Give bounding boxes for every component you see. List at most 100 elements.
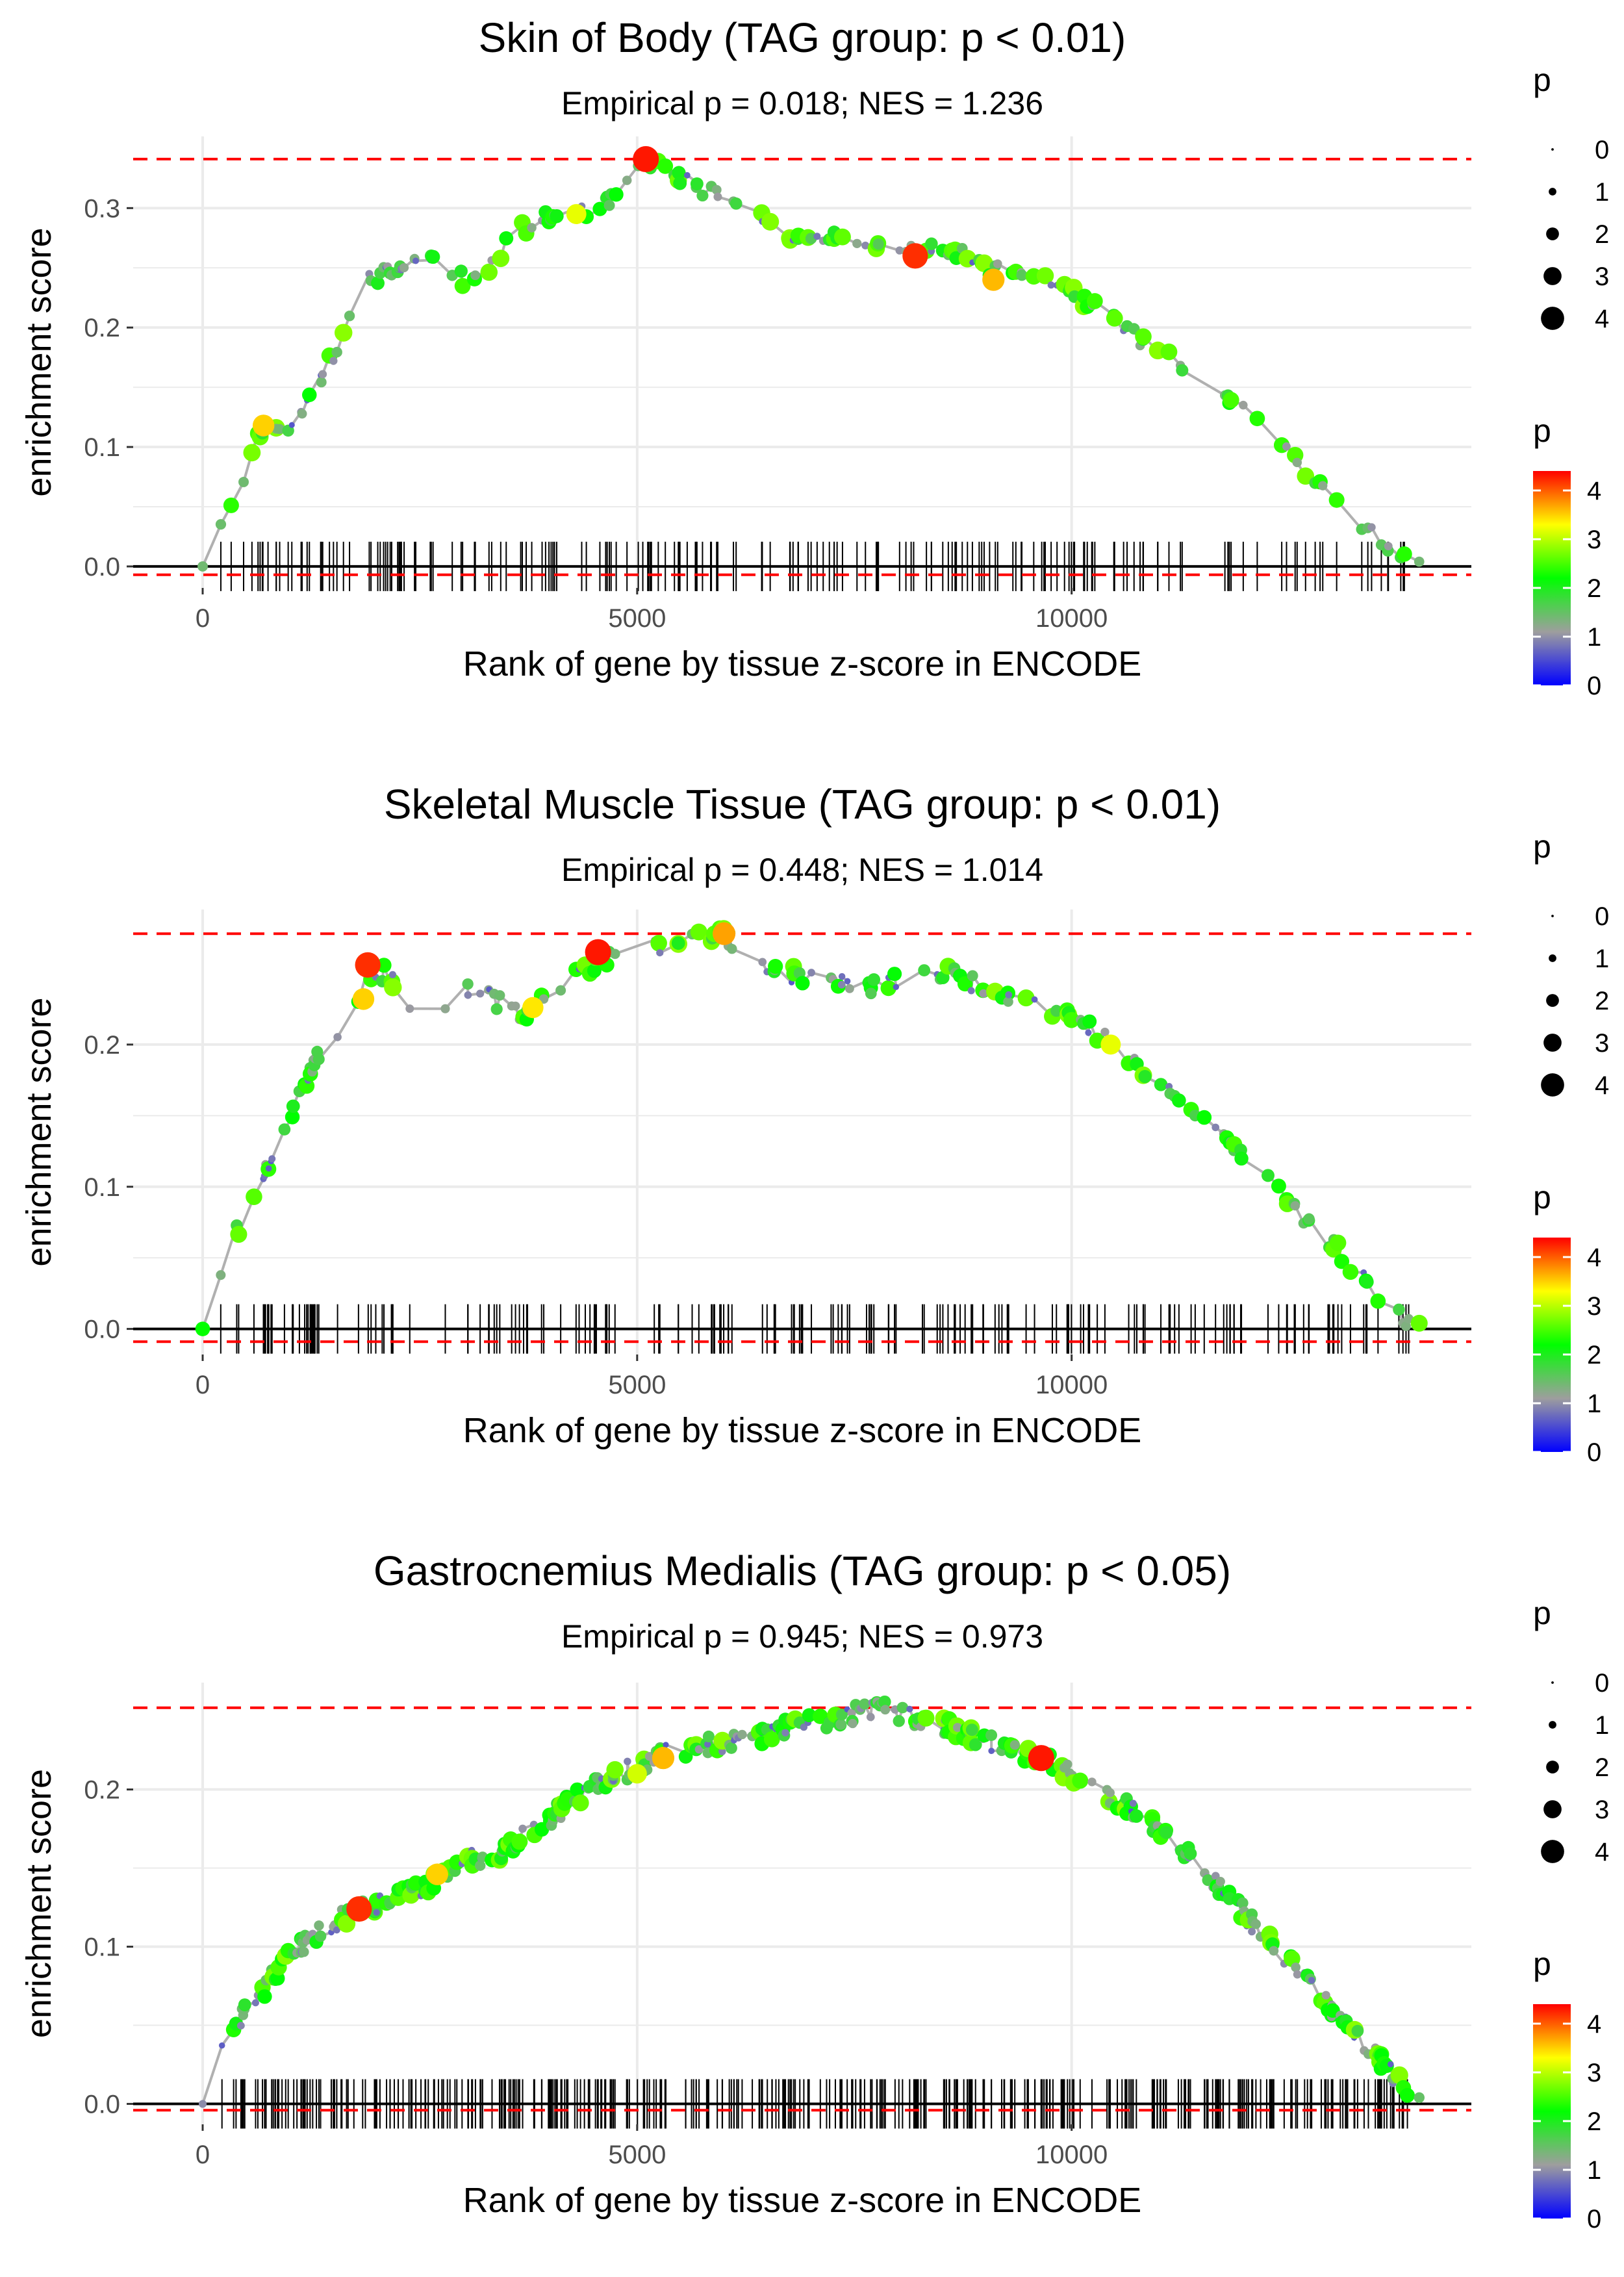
es-point: [480, 263, 498, 281]
es-point: [880, 1705, 891, 1715]
es-point: [1050, 1004, 1063, 1017]
es-point: [1184, 1847, 1197, 1861]
es-point: [1063, 1011, 1080, 1028]
es-point: [763, 1731, 780, 1748]
y-tick-label: 0.1: [84, 1933, 120, 1962]
axes: 0 5000 10000 0.0 0.1 0.2 Rank of gene by tissu…: [19, 997, 1141, 1450]
es-point: [215, 519, 227, 530]
color-legend: p 4 3 2 1 0: [1533, 1946, 1601, 2233]
x-tick-label: 10000: [1035, 604, 1108, 633]
y-tick-label: 0.0: [84, 2091, 120, 2119]
es-point: [278, 1123, 291, 1136]
es-point: [650, 935, 667, 952]
es-point: [1129, 1800, 1137, 1807]
running-es-line: [201, 152, 1420, 567]
size-legend-key: [1546, 227, 1559, 240]
size-legend-key: [1551, 1681, 1554, 1684]
grid: [133, 1683, 1471, 2124]
es-point: [969, 1738, 982, 1751]
es-point: [925, 237, 938, 250]
es-point: [795, 976, 810, 991]
colorbar-label: 4: [1587, 1243, 1601, 1272]
es-point: [518, 1824, 527, 1833]
es-point: [1262, 1169, 1275, 1182]
es-point-highlight: [652, 1747, 675, 1770]
es-point: [302, 387, 317, 403]
colorbar: [1533, 1238, 1571, 1452]
es-point: [454, 264, 468, 278]
size-legend-label: 3: [1595, 262, 1609, 291]
es-point: [918, 964, 931, 976]
color-legend-title: p: [1533, 1179, 1551, 1215]
es-point: [297, 409, 307, 419]
es-point: [1237, 1897, 1249, 1909]
size-legend-key: [1546, 994, 1559, 1007]
y-tick-label: 0.2: [84, 1776, 120, 1805]
es-point: [768, 958, 783, 974]
es-point: [835, 1709, 848, 1721]
x-axis-label: Rank of gene by tissue z-score in ENCODE: [463, 2181, 1141, 2220]
es-point: [690, 923, 707, 941]
es-point: [1100, 1027, 1110, 1037]
es-point: [1085, 1029, 1092, 1036]
es-point: [246, 1188, 262, 1205]
size-legend-title: p: [1533, 828, 1551, 865]
es-point: [331, 346, 342, 358]
size-legend-key: [1541, 1073, 1564, 1097]
es-points: [197, 146, 1425, 572]
es-point: [1017, 989, 1035, 1007]
es-point: [861, 241, 870, 249]
es-point: [838, 973, 846, 980]
es-point: [730, 197, 742, 210]
es-point: [238, 1998, 251, 2011]
es-point: [1293, 1970, 1302, 1979]
colorbar-label: 3: [1587, 2059, 1601, 2087]
es-point: [835, 1719, 846, 1730]
es-point: [251, 1999, 259, 2007]
es-point: [1062, 1759, 1072, 1770]
es-point: [957, 976, 973, 992]
es-point: [1223, 392, 1239, 409]
es-point: [1367, 523, 1376, 531]
es-point: [285, 1110, 300, 1125]
es-point: [967, 970, 978, 982]
es-point: [527, 223, 537, 233]
colorbar-label: 4: [1587, 477, 1601, 505]
size-legend-key: [1541, 1840, 1564, 1863]
size-legend: p 0 1 2 3 4: [1533, 1595, 1609, 1866]
es-point: [195, 1321, 210, 1336]
es-point: [622, 175, 632, 185]
es-point: [880, 980, 896, 997]
es-point: [878, 1695, 891, 1709]
es-point: [344, 311, 355, 322]
es-point: [216, 1270, 226, 1280]
colorbar-label: 1: [1587, 623, 1601, 652]
es-point: [314, 1920, 324, 1931]
es-point: [673, 176, 687, 190]
es-point: [1351, 2024, 1364, 2037]
es-point: [412, 257, 419, 264]
es-point: [725, 1742, 737, 1754]
es-point: [993, 259, 1002, 268]
es-point: [570, 1782, 585, 1797]
es-point: [1400, 2087, 1415, 2103]
size-legend-title: p: [1533, 62, 1551, 98]
es-point: [1410, 1314, 1428, 1332]
color-legend: p 4 3 2 1 0: [1533, 1179, 1601, 1467]
es-point-highlight: [1028, 1745, 1054, 1772]
es-point: [906, 1705, 913, 1712]
es-point: [572, 1794, 589, 1812]
es-point: [299, 1946, 309, 1957]
size-legend-key: [1541, 307, 1564, 330]
es-point: [713, 192, 722, 201]
es-point: [887, 967, 902, 982]
es-point: [511, 1001, 520, 1011]
es-point: [316, 377, 327, 388]
es-point: [288, 422, 295, 428]
es-point: [464, 991, 472, 999]
x-tick-label: 5000: [608, 604, 666, 633]
es-point: [678, 1749, 693, 1764]
size-legend-key: [1551, 148, 1554, 151]
es-point: [761, 212, 780, 231]
